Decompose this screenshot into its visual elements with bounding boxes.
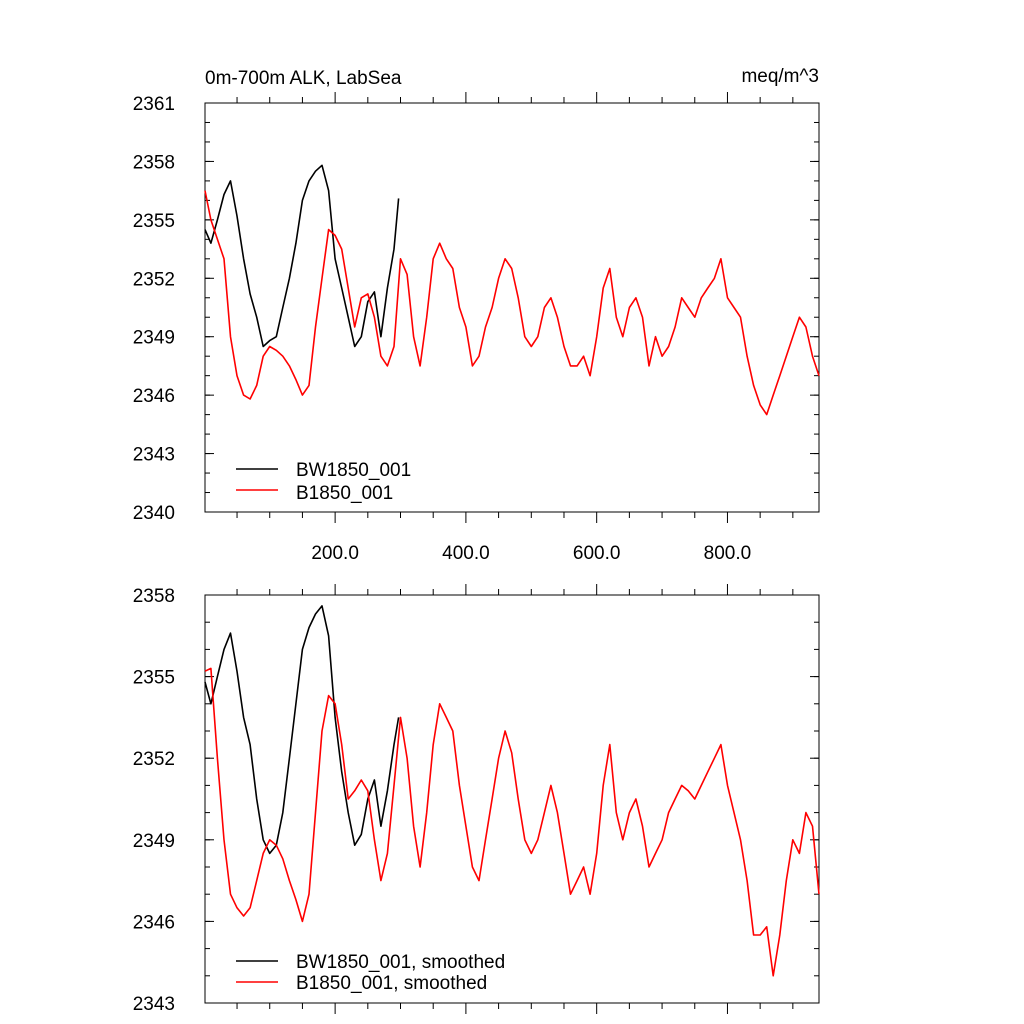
bottom-legend-label-bw1850-smoothed: BW1850_001, smoothed xyxy=(296,952,505,973)
bottom-legend-label-b1850-smoothed: B1850_001, smoothed xyxy=(296,973,487,994)
bottom-y-tick-label: 2343 xyxy=(133,994,175,1015)
top-y-tick-label: 2361 xyxy=(133,94,175,115)
top-series-line-bw1850 xyxy=(204,164,400,348)
bottom-y-tick-label: 2352 xyxy=(133,749,175,770)
bottom-y-tick-label: 2358 xyxy=(133,586,175,607)
bottom-plot-frame xyxy=(204,594,820,1004)
top-x-tick-label: 600.0 xyxy=(573,543,621,564)
top-legend-label-b1850: B1850_001 xyxy=(296,483,393,504)
top-y-tick-label: 2352 xyxy=(133,269,175,290)
bottom-y-tick-label: 2349 xyxy=(133,831,175,852)
bottom-y-tick-label: 2346 xyxy=(133,912,175,933)
top-x-tick-label: 800.0 xyxy=(704,543,752,564)
top-plot-frame xyxy=(204,102,820,513)
top-y-tick-label: 2349 xyxy=(133,328,175,349)
bottom-y-tick-label: 2355 xyxy=(133,668,175,689)
bottom-series-line-bw1850 xyxy=(204,605,400,855)
top-y-tick-label: 2355 xyxy=(133,211,175,232)
top-y-tick-label: 2343 xyxy=(133,445,175,466)
top-y-tick-label: 2358 xyxy=(133,152,175,173)
top-series-line-b1850 xyxy=(204,190,820,416)
top-y-tick-label: 2346 xyxy=(133,386,175,407)
plot-layer: 2340 2343 2346 2349 2352 2355 2358 2361 200.0 400… xyxy=(133,92,820,1015)
top-legend-label-bw1850: BW1850_001 xyxy=(296,460,411,481)
top-y-tick-label: 2340 xyxy=(133,503,175,524)
top-x-tick-label: 200.0 xyxy=(311,543,359,564)
top-x-tick-label: 400.0 xyxy=(442,543,490,564)
top-chart-title: 0m-700m ALK, LabSea xyxy=(205,68,402,89)
top-chart-units: meq/m^3 xyxy=(741,66,819,87)
bottom-series-line-b1850 xyxy=(204,667,820,977)
